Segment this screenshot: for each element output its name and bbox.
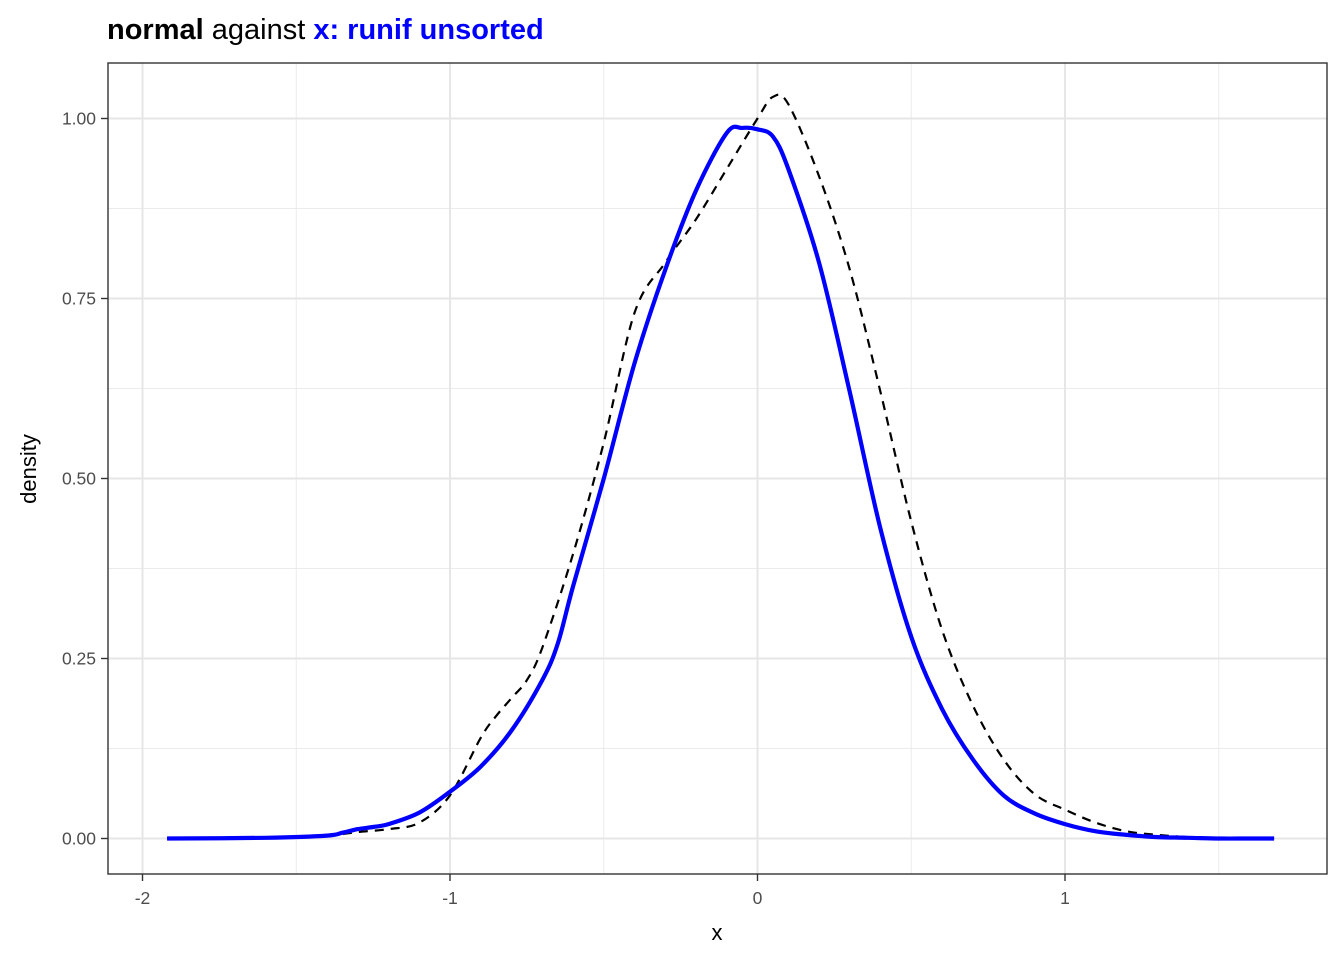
- plot-border: [107, 62, 1328, 875]
- y-tick-label: 0.00: [62, 829, 96, 849]
- x-tick-label: -2: [135, 888, 151, 908]
- y-tick-label: 0.25: [62, 649, 96, 669]
- y-tick-label: 0.75: [62, 289, 96, 309]
- x-tick-label: -1: [442, 888, 458, 908]
- y-tick-label: 1.00: [62, 109, 96, 129]
- chart-title-part3: x: runif unsorted: [313, 14, 543, 46]
- x-tick-label: 1: [1060, 888, 1070, 908]
- plot-panel: [108, 63, 1327, 874]
- chart-title: normal against x: runif unsorted: [107, 14, 544, 46]
- chart-title-part1: normal: [107, 14, 204, 46]
- x-axis-title: x: [712, 920, 723, 945]
- grid-minor: [108, 63, 1327, 874]
- x-tick-label: 0: [753, 888, 763, 908]
- chart-title-part2: against: [204, 14, 314, 46]
- series-layer: [167, 93, 1275, 841]
- x-axis: -2 -1 0 1: [135, 874, 1070, 908]
- y-axis-title: density: [16, 434, 41, 504]
- grid-major: [108, 63, 1327, 874]
- y-tick-label: 0.50: [62, 469, 96, 489]
- series-line-solid: [167, 124, 1275, 841]
- y-axis: 0.00 0.25 0.50 0.75 1.00: [62, 109, 108, 849]
